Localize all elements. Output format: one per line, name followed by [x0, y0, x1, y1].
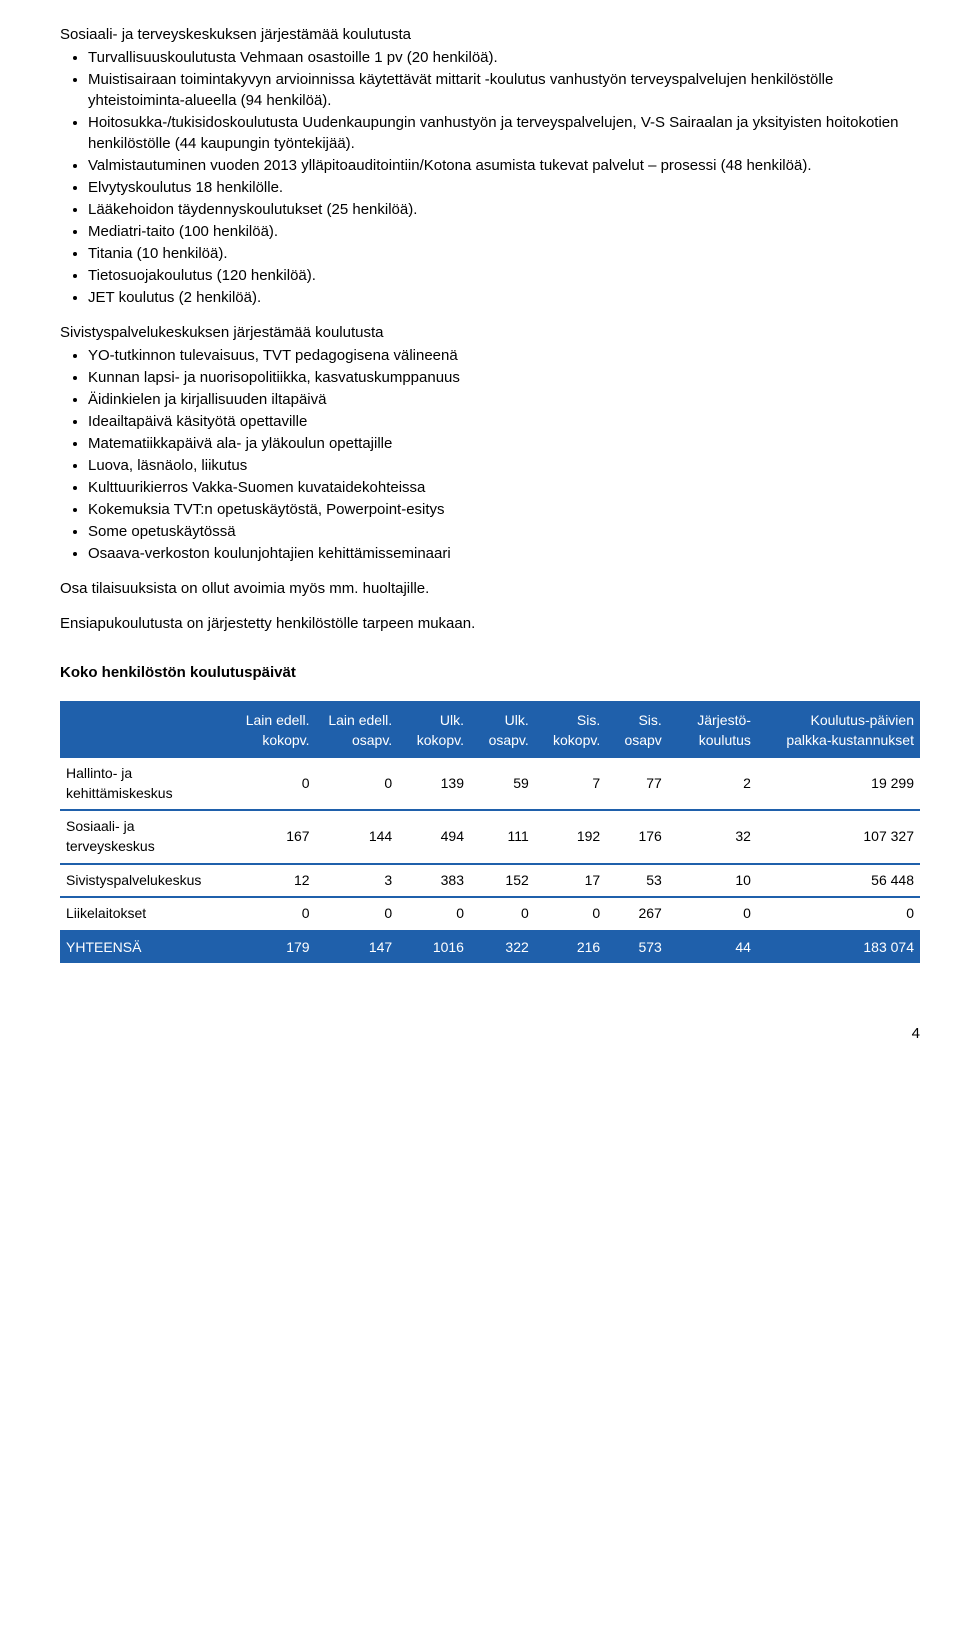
bullets-1: Turvallisuuskoulutusta Vehmaan osastoill… — [60, 47, 920, 308]
col-sis-kokopv: Sis. kokopv. — [535, 701, 606, 758]
col-sis-osapv: Sis. osapv — [606, 701, 668, 758]
cell: 53 — [606, 864, 668, 898]
cell: 0 — [668, 897, 757, 931]
table-row: Hallinto- ja kehittämiskeskus 0 0 139 59… — [60, 758, 920, 810]
table-row: Liikelaitokset 0 0 0 0 0 267 0 0 — [60, 897, 920, 931]
list-item: Titania (10 henkilöä). — [88, 243, 920, 264]
col-ulk-osapv: Ulk. osapv. — [470, 701, 535, 758]
list-item: JET koulutus (2 henkilöä). — [88, 287, 920, 308]
cell: 17 — [535, 864, 606, 898]
cell: 1016 — [398, 931, 470, 964]
cell: 77 — [606, 758, 668, 810]
cell: 494 — [398, 810, 470, 863]
cell: 0 — [535, 897, 606, 931]
paragraph-2: Ensiapukoulutusta on järjestetty henkilö… — [60, 613, 920, 634]
cell: 176 — [606, 810, 668, 863]
cell: 59 — [470, 758, 535, 810]
list-item: YO-tutkinnon tulevaisuus, TVT pedagogise… — [88, 345, 920, 366]
list-item: Kulttuurikierros Vakka-Suomen kuvataidek… — [88, 477, 920, 498]
col-jarjesto: Järjestö-koulutus — [668, 701, 757, 758]
list-item: Kokemuksia TVT:n opetuskäytöstä, Powerpo… — [88, 499, 920, 520]
cell: 2 — [668, 758, 757, 810]
cell: 216 — [535, 931, 606, 964]
col-kustannukset: Koulutus-päivien palkka-kustannukset — [757, 701, 920, 758]
row-label: Sivistyspalvelukeskus — [60, 864, 226, 898]
paragraph-1: Osa tilaisuuksista on ollut avoimia myös… — [60, 578, 920, 599]
table-header-row: Lain edell. kokopv. Lain edell. osapv. U… — [60, 701, 920, 758]
cell: 44 — [668, 931, 757, 964]
cell: 3 — [316, 864, 399, 898]
cell: 322 — [470, 931, 535, 964]
list-item: Kunnan lapsi- ja nuorisopolitiikka, kasv… — [88, 367, 920, 388]
list-item: Valmistautuminen vuoden 2013 ylläpitoaud… — [88, 155, 920, 176]
table-title: Koko henkilöstön koulutuspäivät — [60, 662, 920, 683]
cell: 167 — [226, 810, 316, 863]
page-number: 4 — [60, 1023, 920, 1044]
total-label: YHTEENSÄ — [60, 931, 226, 964]
cell: 0 — [316, 897, 399, 931]
table-total-row: YHTEENSÄ 179 147 1016 322 216 573 44 183… — [60, 931, 920, 964]
cell: 0 — [226, 758, 316, 810]
cell: 12 — [226, 864, 316, 898]
list-item: Elvytyskoulutus 18 henkilölle. — [88, 177, 920, 198]
col-ulk-kokopv: Ulk. kokopv. — [398, 701, 470, 758]
col-blank — [60, 701, 226, 758]
section-title-1: Sosiaali- ja terveyskeskuksen järjestämä… — [60, 24, 920, 45]
col-lain-kokopv: Lain edell. kokopv. — [226, 701, 316, 758]
cell: 152 — [470, 864, 535, 898]
cell: 107 327 — [757, 810, 920, 863]
list-item: Hoitosukka-/tukisidoskoulutusta Uudenkau… — [88, 112, 920, 154]
table-row: Sivistyspalvelukeskus 12 3 383 152 17 53… — [60, 864, 920, 898]
list-item: Ideailtapäivä käsityötä opettaville — [88, 411, 920, 432]
row-label: Sosiaali- ja terveyskeskus — [60, 810, 226, 863]
cell: 0 — [757, 897, 920, 931]
cell: 147 — [316, 931, 399, 964]
col-lain-osapv: Lain edell. osapv. — [316, 701, 399, 758]
list-item: Tietosuojakoulutus (120 henkilöä). — [88, 265, 920, 286]
list-item: Turvallisuuskoulutusta Vehmaan osastoill… — [88, 47, 920, 68]
cell: 56 448 — [757, 864, 920, 898]
training-days-table: Lain edell. kokopv. Lain edell. osapv. U… — [60, 701, 920, 963]
cell: 0 — [398, 897, 470, 931]
cell: 0 — [316, 758, 399, 810]
row-label: Liikelaitokset — [60, 897, 226, 931]
cell: 183 074 — [757, 931, 920, 964]
cell: 7 — [535, 758, 606, 810]
list-item: Lääkehoidon täydennyskoulutukset (25 hen… — [88, 199, 920, 220]
cell: 383 — [398, 864, 470, 898]
list-item: Matematiikkapäivä ala- ja yläkoulun opet… — [88, 433, 920, 454]
cell: 0 — [226, 897, 316, 931]
list-item: Äidinkielen ja kirjallisuuden iltapäivä — [88, 389, 920, 410]
cell: 192 — [535, 810, 606, 863]
cell: 10 — [668, 864, 757, 898]
list-item: Osaava-verkoston koulunjohtajien kehittä… — [88, 543, 920, 564]
cell: 573 — [606, 931, 668, 964]
cell: 111 — [470, 810, 535, 863]
row-label: Hallinto- ja kehittämiskeskus — [60, 758, 226, 810]
cell: 139 — [398, 758, 470, 810]
table-row: Sosiaali- ja terveyskeskus 167 144 494 1… — [60, 810, 920, 863]
bullets-2: YO-tutkinnon tulevaisuus, TVT pedagogise… — [60, 345, 920, 564]
list-item: Luova, läsnäolo, liikutus — [88, 455, 920, 476]
list-item: Muistisairaan toimintakyvyn arvioinnissa… — [88, 69, 920, 111]
cell: 19 299 — [757, 758, 920, 810]
cell: 144 — [316, 810, 399, 863]
cell: 267 — [606, 897, 668, 931]
section-title-2: Sivistyspalvelukeskuksen järjestämää kou… — [60, 322, 920, 343]
cell: 179 — [226, 931, 316, 964]
list-item: Mediatri-taito (100 henkilöä). — [88, 221, 920, 242]
cell: 0 — [470, 897, 535, 931]
cell: 32 — [668, 810, 757, 863]
list-item: Some opetuskäytössä — [88, 521, 920, 542]
